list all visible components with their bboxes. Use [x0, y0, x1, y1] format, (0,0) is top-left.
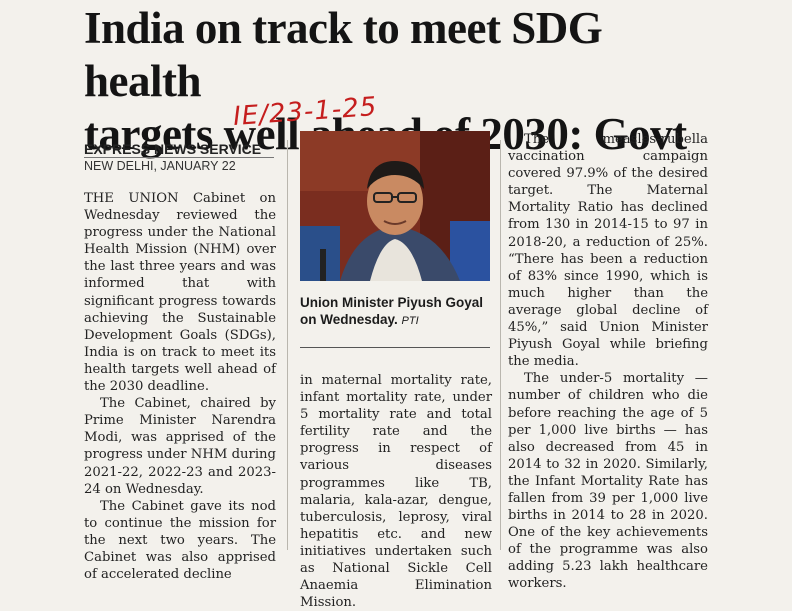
minister-photo — [300, 131, 490, 281]
column-divider — [287, 140, 288, 550]
minister-photo-illustration — [300, 131, 490, 281]
photo-credit: PTI — [401, 315, 419, 327]
column-1-paragraph: The Cabinet, chaired by Prime Minister N… — [84, 396, 276, 497]
photo-caption: Union Minister Piyush Goyal on Wednesday… — [300, 294, 490, 330]
article-column-3: The measles-rubella vaccination campaign… — [508, 131, 708, 593]
byline: EXPRESS NEWS SERVICE — [84, 141, 262, 157]
headline-line-1: India on track to meet SDG health — [84, 3, 603, 106]
article-column-2: in maternal mortality rate, infant morta… — [300, 372, 492, 611]
headline: India on track to meet SDG health target… — [84, 2, 724, 161]
caption-rule — [300, 347, 490, 348]
byline-rule — [84, 157, 274, 158]
column-1-paragraph: THE UNION Cabinet on Wednesday reviewed … — [84, 191, 276, 395]
article-column-1: THE UNION Cabinet on Wednesday reviewed … — [84, 190, 276, 583]
column-3-paragraph: The under-5 mortality — number of childr… — [508, 371, 708, 592]
column-2-paragraph: in maternal mortality rate, infant morta… — [300, 373, 492, 611]
column-3-paragraph: The measles-rubella vaccination campaign… — [508, 132, 708, 370]
column-divider — [500, 140, 501, 550]
dateline: NEW DELHI, JANUARY 22 — [84, 159, 236, 173]
photo-caption-text: Union Minister Piyush Goyal on Wednesday… — [300, 295, 484, 327]
column-1-paragraph: The Cabinet gave its nod to continue the… — [84, 498, 276, 583]
